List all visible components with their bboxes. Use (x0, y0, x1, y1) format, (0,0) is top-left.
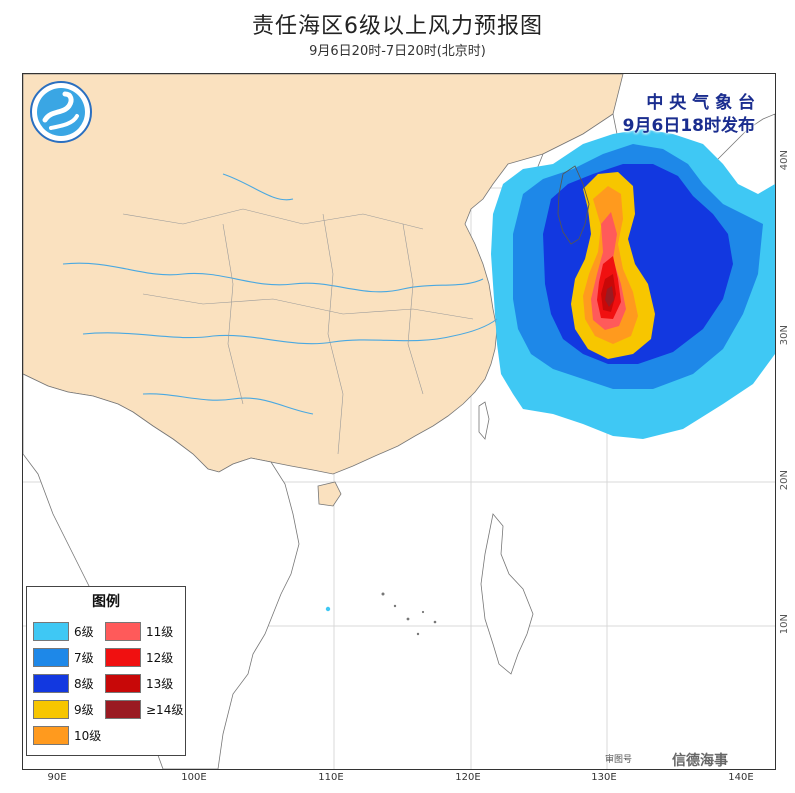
legend-item: ≥14级 (105, 700, 183, 719)
legend-swatch (105, 622, 141, 641)
x-tick-label: 120E (455, 772, 481, 783)
map-subtitle: 9月6日20时-7日20时(北京时) (309, 44, 486, 59)
x-tick-label: 140E (728, 772, 754, 783)
land-hainan (317, 481, 342, 507)
x-tick-label: 110E (318, 772, 344, 783)
y-tick-label: 30N (779, 325, 790, 346)
legend-swatch (33, 674, 69, 693)
legend-item: 8级 (33, 674, 94, 693)
legend-swatch (105, 648, 141, 667)
legend-item: 12级 (105, 648, 173, 667)
issuer-label: 中 央 气 象 台 9月6日18时发布 (623, 92, 755, 138)
legend-swatch (33, 700, 69, 719)
borders (122, 208, 474, 455)
legend-label: 6级 (74, 625, 94, 639)
watermark-text: 信德海事 (672, 753, 728, 769)
map-canvas (23, 74, 775, 769)
x-tick-label: 130E (591, 772, 617, 783)
forecast-map: 中 央 气 象 台 9月6日18时发布 图例 6级 7级 8级 9级 10级 1… (22, 73, 776, 770)
legend-item: 10级 (33, 726, 101, 745)
legend-swatch (33, 622, 69, 641)
legend-label: 7级 (74, 651, 94, 665)
legend-label: ≥14级 (146, 703, 184, 717)
land-philippines (480, 513, 534, 675)
legend-item: 6级 (33, 622, 94, 641)
land-taiwan (478, 401, 490, 440)
legend-item: 9级 (33, 700, 94, 719)
legend-label: 13级 (146, 677, 174, 691)
cma-logo-icon (29, 80, 93, 144)
legend-label: 8级 (74, 677, 94, 691)
legend-swatch (33, 648, 69, 667)
legend-item: 13级 (105, 674, 173, 693)
rivers (62, 173, 498, 415)
islands (325, 592, 437, 636)
legend-label: 9级 (74, 703, 94, 717)
legend-label: 10级 (74, 729, 102, 743)
issuer-agency: 中 央 气 象 台 (646, 93, 755, 113)
legend-label: 12级 (146, 651, 174, 665)
legend-title: 图例 (92, 594, 120, 610)
x-tick-label: 100E (181, 772, 207, 783)
y-tick-label: 40N (779, 150, 790, 171)
legend-item: 11级 (105, 622, 173, 641)
legend-swatch (105, 674, 141, 693)
wind-zone-14 (605, 286, 614, 307)
issuer-time: 9月6日18时发布 (622, 116, 755, 136)
legend-swatch (105, 700, 141, 719)
y-tick-label: 10N (779, 614, 790, 635)
review-number-label: 审图号 (605, 755, 633, 765)
map-title: 责任海区6级以上风力预报图 (252, 14, 543, 39)
legend-label: 11级 (146, 625, 174, 639)
land-indochina (23, 373, 300, 769)
coast-korea (557, 165, 590, 245)
y-tick-label: 20N (779, 470, 790, 491)
x-tick-label: 90E (47, 772, 67, 783)
legend-item: 7级 (33, 648, 94, 667)
legend-swatch (33, 726, 69, 745)
legend-panel: 图例 6级 7级 8级 9级 10级 11级 12级 (26, 586, 186, 756)
